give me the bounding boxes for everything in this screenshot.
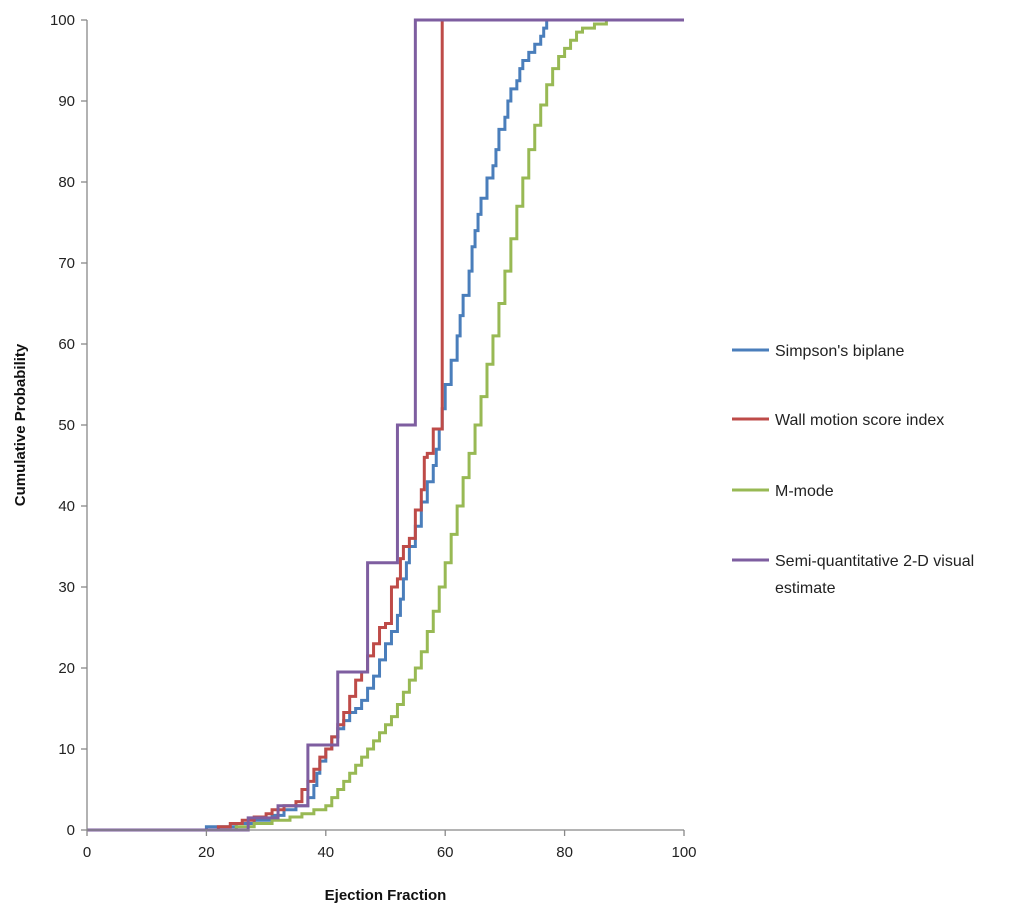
series-layer bbox=[87, 18, 684, 832]
y-tick-label: 0 bbox=[67, 822, 75, 839]
y-tick-label: 30 bbox=[58, 579, 75, 596]
series-line-m-mode bbox=[87, 18, 684, 832]
x-tick-label: 40 bbox=[317, 844, 334, 861]
legend-label: Wall motion score index bbox=[775, 412, 944, 429]
y-tick-label: 40 bbox=[58, 498, 75, 515]
legend-label: Semi-quantitative 2-D visual estimate bbox=[775, 553, 974, 597]
x-tick-label: 0 bbox=[83, 844, 91, 861]
legend-label: Simpson's biplane bbox=[775, 343, 904, 360]
series-line-wall-motion-score-index bbox=[87, 18, 684, 832]
series-line-simpson-s-biplane bbox=[87, 18, 684, 832]
y-tick-label: 100 bbox=[50, 12, 75, 29]
legend-label: M-mode bbox=[775, 483, 834, 500]
y-tick-label: 10 bbox=[58, 741, 75, 758]
x-tick-label: 80 bbox=[556, 844, 573, 861]
y-axis-title: Cumulative Probability bbox=[12, 343, 29, 506]
y-tick-label: 80 bbox=[58, 174, 75, 191]
x-tick-label: 20 bbox=[198, 844, 215, 861]
y-tick-label: 90 bbox=[58, 93, 75, 110]
x-tick-label: 100 bbox=[671, 844, 696, 861]
x-tick-label: 60 bbox=[437, 844, 454, 861]
x-axis-ticks: 0 20 40 60 80 100 bbox=[83, 830, 697, 861]
legend: Simpson's biplane Wall motion score index… bbox=[732, 343, 974, 597]
y-tick-label: 70 bbox=[58, 255, 75, 272]
x-axis-title: Ejection Fraction bbox=[325, 887, 447, 904]
y-tick-label: 50 bbox=[58, 417, 75, 434]
y-axis-ticks: 0 10 20 30 40 50 60 70 80 90 100 bbox=[50, 12, 87, 839]
series-line-semi-quantitative-2-d-visual-estimate bbox=[87, 18, 684, 832]
y-tick-label: 20 bbox=[58, 660, 75, 677]
plot-area: 0 20 40 60 80 100 0 10 20 30 40 50 60 70 80 90 100 bbox=[50, 12, 697, 861]
y-tick-label: 60 bbox=[58, 336, 75, 353]
